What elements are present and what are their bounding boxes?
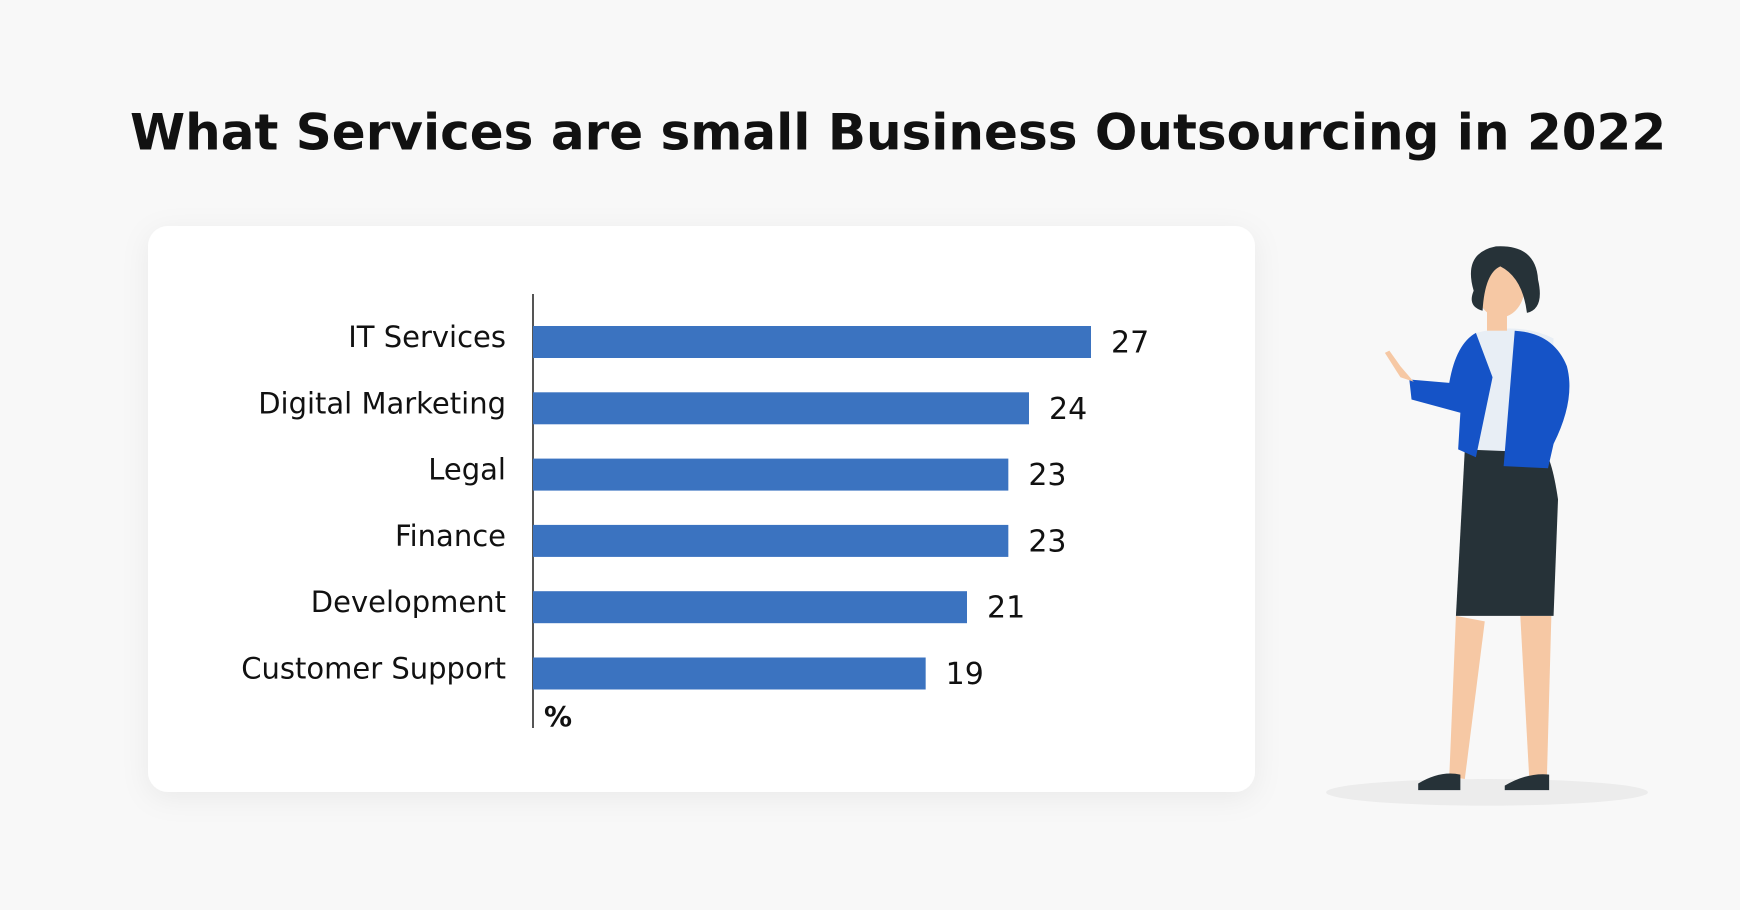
y-tick-label: Development: [311, 585, 506, 619]
data-label: 23: [1028, 458, 1066, 493]
data-label: 23: [1028, 524, 1066, 559]
illustration: [1326, 246, 1648, 806]
data-label: 24: [1049, 392, 1087, 427]
chart-card: [148, 226, 1255, 792]
bar: [533, 458, 1009, 491]
y-tick-label: Legal: [428, 453, 506, 487]
bar: [533, 657, 926, 690]
bar: [533, 326, 1091, 358]
data-label: 19: [946, 657, 984, 692]
y-tick-label: IT Services: [348, 320, 506, 354]
chart-title: What Services are small Business Outsour…: [130, 104, 1666, 162]
bar: [533, 591, 967, 624]
y-tick-label: Customer Support: [241, 652, 506, 686]
bar: [533, 524, 1009, 557]
y-tick-label: Finance: [395, 519, 506, 553]
data-label: 27: [1111, 326, 1149, 361]
data-label: 21: [987, 591, 1025, 626]
bars: IT Services 27 Digital Marketing 24 Legal 23 F…: [241, 320, 1149, 692]
bar: [533, 392, 1029, 425]
y-tick-label: Digital Marketing: [258, 386, 506, 420]
x-axis-label: %: [544, 700, 572, 733]
